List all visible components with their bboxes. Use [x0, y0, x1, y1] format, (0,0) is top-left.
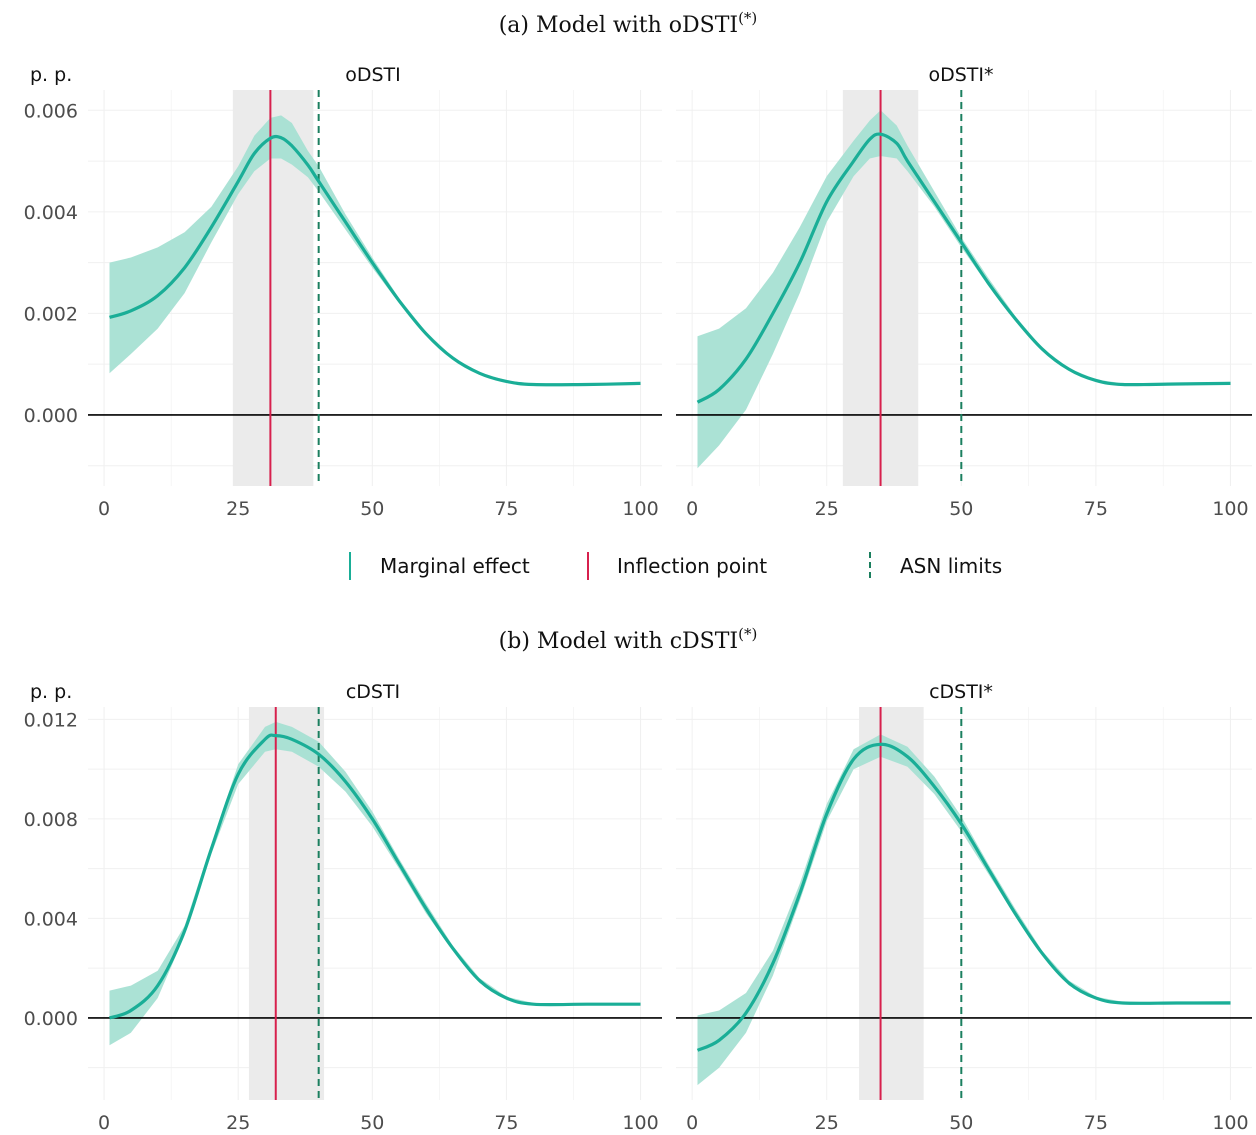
panel-title-cdsti-star: cDSTI* [929, 681, 993, 703]
x-tick-label: 50 [360, 498, 384, 520]
x-tick-label: 50 [360, 1112, 384, 1134]
y-tick-label: 0.000 [24, 405, 78, 427]
x-tick-label: 100 [622, 1112, 658, 1134]
legend: Marginal effect Inflection point ASN lim… [349, 552, 1002, 580]
x-tick-label: 100 [622, 498, 658, 520]
x-tick-label: 0 [98, 1112, 110, 1134]
section-a-title-sup: (*) [738, 9, 757, 27]
section-b-title-sup: (*) [738, 625, 757, 643]
x-tick-label: 75 [494, 498, 518, 520]
x-tick-label: 100 [1212, 1112, 1248, 1134]
y-tick-label: 0.002 [24, 303, 78, 325]
y-tick-label: 0.004 [24, 202, 78, 224]
panel-title-cdsti: cDSTI [346, 681, 400, 703]
plot-area: 0 25 50 75 100 0.000 0.002 0.004 0.006 0 25 50 75 100… [24, 90, 1252, 1134]
panel-title-odsti: oDSTI [345, 64, 401, 86]
x-tick-label: 0 [98, 498, 110, 520]
confidence-band [697, 734, 1231, 1086]
confidence-band [109, 115, 641, 386]
panel-cdsti-star: 0 25 50 75 100 [676, 707, 1252, 1134]
marginal-effect-curve [696, 742, 1231, 1052]
y-tick-label: 0.008 [24, 809, 78, 831]
panel-title-odsti-star: oDSTI* [928, 64, 993, 86]
shaded-range [859, 707, 924, 1100]
section-a-title: (a) Model with oDSTI(*) [499, 9, 758, 38]
legend-label-asn-limits: ASN limits [900, 554, 1002, 578]
x-tick-label: 25 [226, 498, 250, 520]
x-tick-label: 25 [226, 1112, 250, 1134]
panel-odsti-star: 0 25 50 75 100 [676, 90, 1252, 520]
x-tick-label: 100 [1212, 498, 1248, 520]
marginal-effect-curve [108, 733, 641, 1020]
x-tick-label: 75 [1084, 1112, 1108, 1134]
y-tick-label: 0.012 [24, 709, 78, 731]
section-b-title-text: (b) Model with cDSTI [499, 629, 738, 654]
x-tick-label: 50 [949, 498, 973, 520]
marginal-effect-curve [696, 132, 1231, 404]
x-tick-label: 25 [815, 498, 839, 520]
x-tick-label: 75 [1084, 498, 1108, 520]
x-tick-label: 0 [686, 1112, 698, 1134]
confidence-band [109, 721, 641, 1046]
y-tick-label: 0.000 [24, 1008, 78, 1030]
x-tick-label: 0 [686, 498, 698, 520]
y-tick-label: 0.006 [24, 100, 78, 122]
x-tick-label: 75 [494, 1112, 518, 1134]
panel-cdsti: 0 25 50 75 100 0.000 0.004 0.008 0.012 [24, 707, 662, 1134]
marginal-effect-curve [109, 134, 641, 387]
section-a-title-text: (a) Model with oDSTI [499, 13, 738, 38]
shaded-range [248, 707, 325, 1100]
legend-label-marginal-effect: Marginal effect [380, 554, 530, 578]
x-tick-label: 25 [815, 1112, 839, 1134]
confidence-band [697, 110, 1231, 469]
section-b-title: (b) Model with cDSTI(*) [499, 625, 758, 654]
panel-odsti: 0 25 50 75 100 0.000 0.002 0.004 0.006 [24, 90, 662, 520]
x-tick-label: 50 [949, 1112, 973, 1134]
section-a-ylabel: p. p. [30, 64, 72, 86]
y-tick-label: 0.004 [24, 908, 78, 930]
legend-label-inflection-point: Inflection point [617, 554, 767, 578]
section-b-ylabel: p. p. [30, 681, 72, 703]
